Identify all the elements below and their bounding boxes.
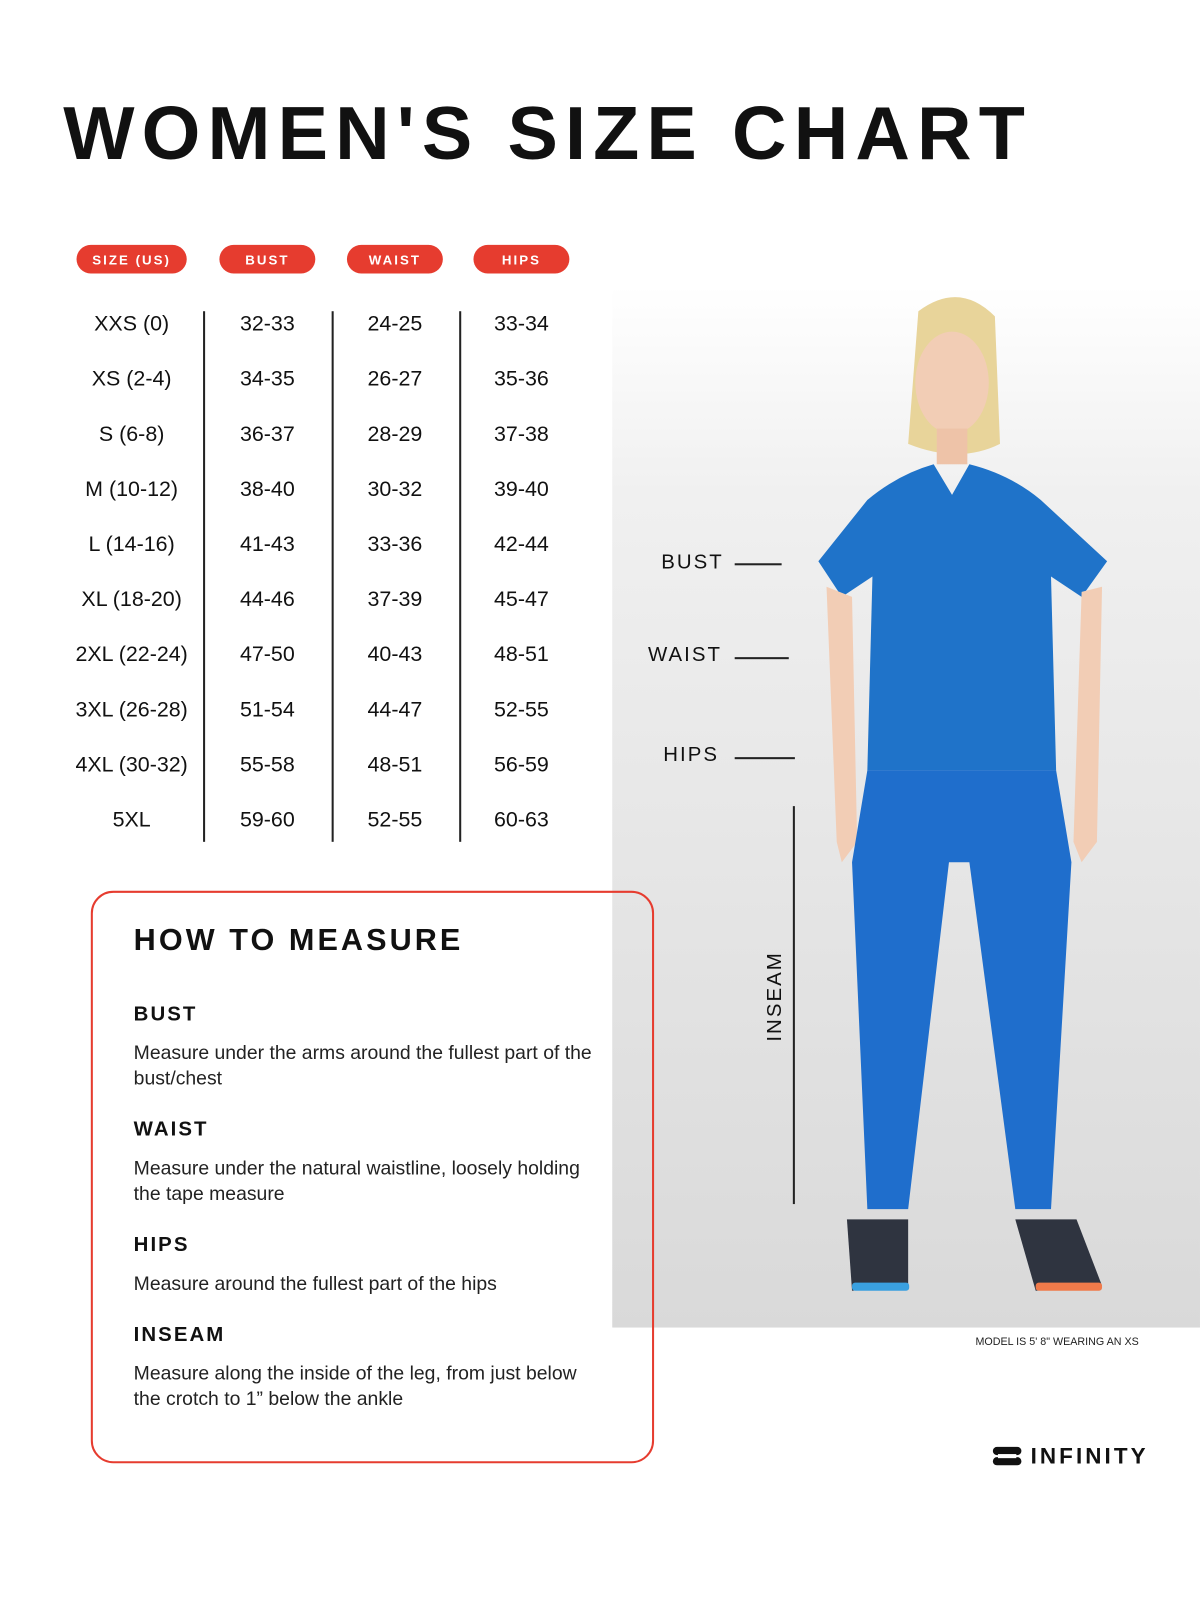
section-text: Measure under the arms around the fulles… xyxy=(133,1042,592,1090)
table-cell: 42-44 xyxy=(494,532,549,557)
brand-name: INFINITY xyxy=(1030,1442,1149,1469)
table-cell: 5XL xyxy=(112,808,151,832)
table-cell: 36-37 xyxy=(239,422,295,446)
label-hips: HIPS xyxy=(663,743,720,767)
table-cell: 55-58 xyxy=(239,753,295,777)
model-figure xyxy=(818,297,1108,1291)
table-cell: 39-40 xyxy=(494,477,549,502)
header-hips: HIPS xyxy=(473,244,570,274)
table-cell: 32-33 xyxy=(239,312,295,336)
how-to-measure-title: HOW TO MEASURE xyxy=(133,923,464,958)
column-divider xyxy=(331,311,334,842)
table-cell: 41-43 xyxy=(239,532,295,557)
table-cell: 52-55 xyxy=(494,697,549,722)
label-waist: WAIST xyxy=(647,643,723,667)
column-divider xyxy=(459,311,461,842)
waist-line xyxy=(734,657,789,659)
label-bust: BUST xyxy=(661,551,724,574)
table-cell: 56-59 xyxy=(494,753,549,777)
header-bust: BUST xyxy=(219,244,316,274)
measure-waist: WAIST Measure under the natural waistlin… xyxy=(134,1118,603,1207)
table-cell: 24-25 xyxy=(367,312,423,336)
table-cell: 48-51 xyxy=(367,753,423,777)
table-cell: 44-47 xyxy=(367,697,423,722)
table-cell: 51-54 xyxy=(239,697,295,722)
section-heading: HIPS xyxy=(133,1233,190,1257)
table-cell: 38-40 xyxy=(239,477,295,502)
table-cell: XL (18-20) xyxy=(81,587,182,612)
measure-inseam: INSEAM Measure along the inside of the l… xyxy=(134,1323,603,1412)
table-cell: 40-43 xyxy=(367,642,423,667)
table-cell: L (14-16) xyxy=(88,532,175,557)
table-cell: XXS (0) xyxy=(94,312,170,336)
table-cell: 52-55 xyxy=(367,808,423,832)
table-cell: 48-51 xyxy=(494,642,549,667)
page-title: WOMEN'S SIZE CHART xyxy=(63,90,1032,176)
table-cell: 47-50 xyxy=(239,642,295,667)
table-cell: 4XL (30-32) xyxy=(75,753,188,777)
table-cell: 33-36 xyxy=(367,532,423,557)
table-cell: 28-29 xyxy=(367,422,423,446)
table-cell: 59-60 xyxy=(239,808,295,832)
table-cell: 37-39 xyxy=(367,587,423,612)
table-cell: 34-35 xyxy=(239,367,295,391)
logo-mark-icon xyxy=(992,1446,1022,1466)
section-text: Measure along the inside of the leg, fro… xyxy=(133,1363,577,1411)
inseam-line xyxy=(792,806,795,1205)
column-divider xyxy=(203,311,205,842)
section-text: Measure under the natural waistline, loo… xyxy=(133,1158,580,1206)
header-waist: WAIST xyxy=(346,244,443,274)
measure-hips: HIPS Measure around the fullest part of … xyxy=(134,1234,603,1297)
bust-line xyxy=(734,563,782,565)
table-cell: 33-34 xyxy=(494,312,549,336)
section-text: Measure around the fullest part of the h… xyxy=(133,1273,497,1295)
brand-logo: INFINITY xyxy=(992,1443,1149,1470)
table-cell: 60-63 xyxy=(494,808,549,832)
label-inseam: INSEAM xyxy=(763,951,787,1042)
table-cell: S (6-8) xyxy=(98,422,165,446)
table-cell: 2XL (22-24) xyxy=(75,642,188,667)
table-cell: XS (2-4) xyxy=(91,367,172,391)
table-cell: 37-38 xyxy=(494,422,549,446)
section-heading: INSEAM xyxy=(133,1323,226,1346)
table-cell: 45-47 xyxy=(494,587,549,612)
model-caption: MODEL IS 5' 8" WEARING AN XS xyxy=(975,1335,1139,1348)
table-cell: 3XL (26-28) xyxy=(75,697,188,722)
table-cell: 30-32 xyxy=(367,477,423,502)
section-heading: BUST xyxy=(133,1003,198,1026)
hips-line xyxy=(734,757,795,759)
table-cell: M (10-12) xyxy=(85,477,179,502)
table-cell: 44-46 xyxy=(239,587,295,612)
section-heading: WAIST xyxy=(133,1118,209,1141)
table-cell: 35-36 xyxy=(494,367,549,391)
measure-bust: BUST Measure under the arms around the f… xyxy=(134,1003,603,1092)
how-to-measure-box: HOW TO MEASURE BUST Measure under the ar… xyxy=(90,890,655,1464)
table-cell: 26-27 xyxy=(367,367,423,391)
header-size: SIZE (US) xyxy=(76,244,187,274)
